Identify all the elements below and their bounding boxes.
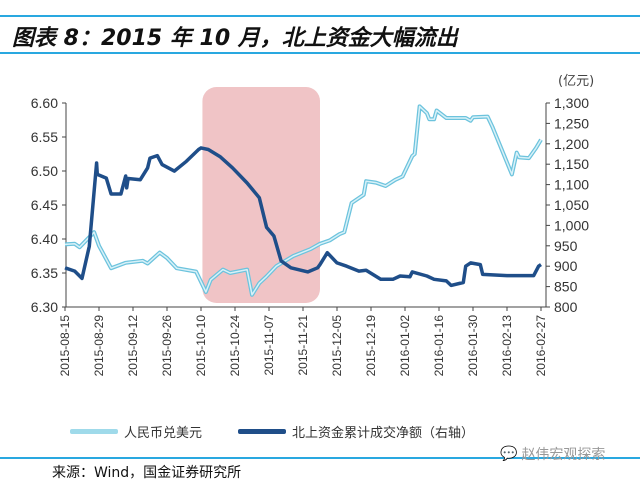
left-tick-label: 6.60 bbox=[31, 95, 58, 111]
title-top-rule bbox=[0, 15, 640, 17]
x-tick-label: 2016-02-27 bbox=[534, 315, 548, 377]
title-bottom-rule bbox=[0, 52, 640, 54]
footer-rule bbox=[0, 457, 640, 459]
legend-item-northbound: 北上资金累计成交净额（右轴） bbox=[238, 422, 474, 441]
chart-canvas: 6.30 6.35 6.40 6.45 6.50 6.55 6.60 800 850 900 950… bbox=[31, 87, 589, 377]
watermark-text: 赵伟宏观探索 bbox=[521, 447, 606, 463]
series-line-northbound bbox=[64, 146, 542, 288]
watermark: 💬 赵伟宏观探索 bbox=[500, 444, 605, 464]
legend-label-northbound: 北上资金累计成交净额（右轴） bbox=[292, 426, 475, 441]
right-tick-label: 950 bbox=[554, 238, 578, 254]
right-tick-label: 1,150 bbox=[554, 156, 589, 172]
x-tick-label: 2015-11-21 bbox=[296, 315, 310, 376]
right-tick-label: 1,300 bbox=[554, 95, 589, 111]
right-tick-label: 1,200 bbox=[554, 136, 589, 152]
right-tick-label: 1,250 bbox=[554, 115, 589, 131]
legend: 人民币兑美元 北上资金累计成交净额（右轴） bbox=[70, 422, 474, 441]
chart-title: 图表 8：2015 年 10 月，北上资金大幅流出 bbox=[12, 26, 458, 51]
x-tick-label: 2015-08-29 bbox=[92, 315, 106, 377]
wechat-icon: 💬 bbox=[500, 446, 518, 462]
left-tick-label: 6.45 bbox=[31, 197, 58, 213]
right-tick-label: 850 bbox=[554, 279, 578, 295]
legend-item-usdcny: 人民币兑美元 bbox=[70, 422, 202, 441]
left-tick-label: 6.55 bbox=[31, 129, 58, 145]
highlight-region bbox=[202, 87, 320, 303]
right-tick-label: 1,100 bbox=[554, 177, 589, 193]
x-tick-label: 2015-11-07 bbox=[262, 315, 276, 376]
right-tick-label: 800 bbox=[554, 299, 578, 315]
legend-label-usdcny: 人民币兑美元 bbox=[124, 426, 203, 441]
x-tick-label: 2015-08-15 bbox=[58, 315, 72, 377]
x-tick-label: 2016-01-02 bbox=[398, 315, 412, 377]
left-tick-label: 6.30 bbox=[31, 299, 58, 315]
source-note: 来源：Wind，国金证券研究所 bbox=[52, 465, 242, 481]
right-tick-label: 900 bbox=[554, 258, 578, 274]
x-tick-label: 2015-12-19 bbox=[364, 315, 378, 377]
left-tick-label: 6.50 bbox=[31, 163, 58, 179]
x-tick-label: 2015-10-10 bbox=[194, 315, 208, 377]
right-axis-unit: (亿元) bbox=[558, 74, 595, 89]
right-tick-label: 1,000 bbox=[554, 217, 589, 233]
x-tick-label: 2015-09-12 bbox=[126, 315, 140, 377]
x-tick-label: 2015-12-05 bbox=[330, 315, 344, 377]
left-tick-label: 6.40 bbox=[31, 231, 58, 247]
x-tick-label: 2015-09-26 bbox=[160, 315, 174, 377]
legend-swatch-northbound bbox=[238, 429, 287, 434]
x-tick-label: 2016-02-13 bbox=[500, 315, 514, 377]
x-tick-label: 2016-01-16 bbox=[432, 315, 446, 377]
series-line-usdcny bbox=[64, 105, 542, 296]
x-tick-label: 2015-10-24 bbox=[228, 315, 242, 377]
legend-swatch-usdcny bbox=[70, 429, 118, 434]
right-tick-label: 1,050 bbox=[554, 197, 589, 213]
x-tick-label: 2016-01-30 bbox=[466, 315, 480, 377]
left-tick-label: 6.35 bbox=[31, 265, 58, 281]
